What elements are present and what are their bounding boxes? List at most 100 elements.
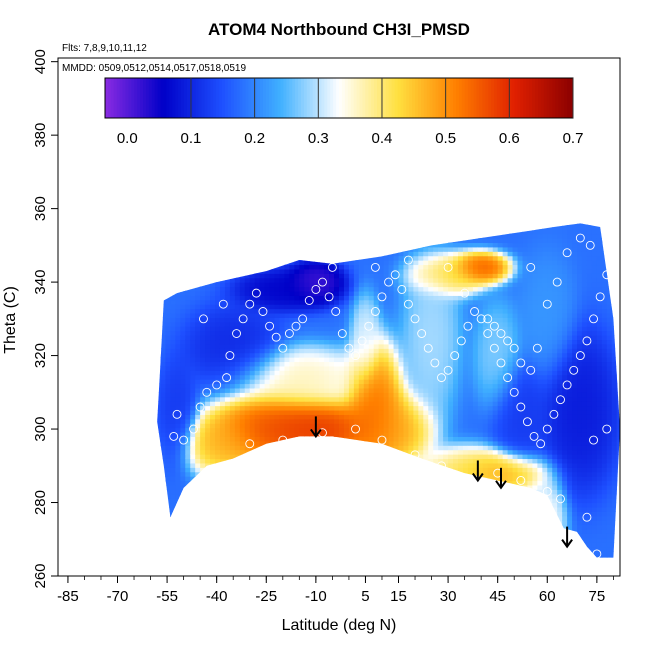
sample-point (189, 424, 198, 434)
colorbar-tick-label: 0.5 (435, 130, 456, 147)
x-tick-label: -55 (156, 588, 178, 605)
sample-point (390, 270, 400, 280)
sample-point (258, 307, 268, 316)
sample-point (463, 321, 473, 331)
sample-point (483, 314, 493, 324)
arrow-markers (310, 416, 573, 549)
sample-point (569, 365, 579, 375)
x-tick-label: 30 (440, 588, 457, 605)
sample-point (284, 329, 294, 338)
y-tick-label: 400 (32, 49, 49, 74)
x-tick-label: 45 (489, 588, 506, 605)
sample-point (483, 329, 493, 338)
sample-point (585, 240, 595, 250)
x-tick-label: 60 (539, 588, 556, 605)
sample-point (582, 336, 592, 346)
sample-point (443, 262, 453, 272)
down-arrow-marker (495, 467, 507, 490)
sample-point (218, 299, 228, 309)
sample-point (298, 314, 308, 324)
sample-point (397, 284, 407, 294)
sample-point (327, 262, 337, 272)
sample-point (529, 431, 539, 441)
sample-point (410, 314, 420, 324)
sample-point (417, 329, 427, 338)
flights-annotation: Flts: 7,8,9,10,11,12 (62, 43, 147, 54)
sample-point (430, 358, 440, 368)
sample-point (232, 329, 241, 338)
sample-point (589, 435, 599, 445)
y-tick-label: 360 (32, 196, 49, 221)
axes: -85 -70 -55 -40 -25 -10 5 15 30 45 60 75 260 280 300 32… (32, 49, 614, 605)
sample-point (575, 351, 585, 361)
chart-title: ATOM4 Northbound CH3I_PMSD (208, 20, 470, 39)
sample-point (476, 314, 486, 324)
sample-point (526, 365, 536, 375)
sample-point (251, 288, 261, 298)
colorbar-tick-label: 0.1 (181, 130, 202, 147)
dates-annotation: MMDD: 0509,0512,0514,0517,0518,0519 (62, 63, 246, 74)
sample-point (344, 343, 354, 353)
x-tick-label: 15 (390, 588, 407, 605)
colorbar: 0.0 0.1 0.2 0.3 0.4 0.5 0.6 0.7 (104, 77, 583, 147)
sample-point (271, 332, 281, 342)
sample-point (437, 373, 446, 383)
sample-point (496, 358, 506, 368)
sample-point (516, 402, 526, 412)
sample-point (245, 439, 255, 449)
sample-point (278, 435, 288, 445)
sample-point (370, 262, 380, 272)
colorbar-tick-label: 0.4 (372, 130, 393, 147)
sample-point (304, 296, 314, 305)
sample-point (503, 373, 513, 383)
sample-point (456, 336, 466, 346)
sample-point (516, 476, 526, 485)
sample-point (595, 292, 605, 302)
sample-point (496, 329, 506, 338)
sample-point (222, 373, 232, 383)
y-tick-label: 320 (32, 343, 49, 368)
x-tick-label: -25 (255, 588, 277, 605)
sample-point (410, 450, 420, 460)
sample-point (278, 343, 288, 353)
sample-point (199, 314, 208, 324)
x-tick-label: 5 (361, 588, 369, 605)
down-arrow-marker (561, 526, 573, 549)
sample-point (318, 277, 327, 287)
sample-point (542, 487, 552, 496)
plot-frame (57, 57, 621, 577)
sample-point (384, 277, 394, 287)
sample-point (470, 307, 479, 316)
x-tick-label: 75 (589, 588, 606, 605)
sample-point (575, 233, 585, 243)
colorbar-tick-label: 0.0 (117, 130, 138, 147)
colorbar-tick-label: 0.3 (308, 130, 329, 147)
sample-point (403, 299, 413, 309)
sample-point (403, 255, 413, 265)
x-tick-label: -70 (107, 588, 129, 605)
sample-point (503, 336, 513, 346)
sample-point (265, 321, 275, 331)
sample-point (509, 343, 519, 353)
y-tick-label: 260 (32, 563, 49, 588)
colorbar-tick-label: 0.2 (244, 130, 265, 147)
down-arrow-marker (472, 460, 484, 483)
sample-point (370, 307, 380, 316)
sample-point (377, 435, 387, 445)
sample-point (238, 314, 248, 324)
x-axis-label: Latitude (deg N) (282, 617, 397, 634)
sample-point (291, 321, 301, 331)
sample-point (245, 299, 255, 309)
sample-point (489, 343, 499, 353)
sample-point (536, 439, 546, 449)
sample-point (460, 288, 470, 298)
sample-point (592, 549, 602, 559)
sample-point (225, 351, 235, 361)
sample-point (377, 292, 387, 302)
y-tick-label: 380 (32, 123, 49, 148)
sample-point (351, 351, 360, 361)
sample-point (562, 380, 572, 390)
sample-point (526, 262, 536, 272)
sample-point (195, 402, 205, 412)
sample-point (569, 542, 579, 552)
